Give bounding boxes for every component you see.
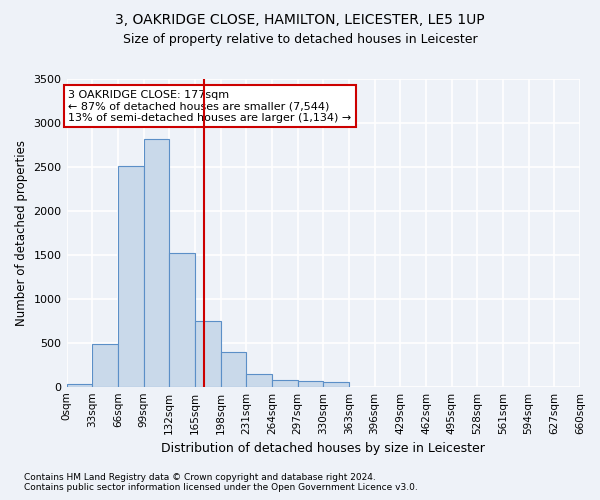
Text: 3 OAKRIDGE CLOSE: 177sqm
← 87% of detached houses are smaller (7,544)
13% of sem: 3 OAKRIDGE CLOSE: 177sqm ← 87% of detach…: [68, 90, 352, 122]
Bar: [221, 352, 246, 386]
Bar: [246, 374, 272, 386]
Bar: [143, 139, 169, 386]
Bar: [169, 253, 195, 386]
Bar: [67, 384, 92, 386]
Y-axis label: Number of detached properties: Number of detached properties: [15, 140, 28, 326]
Bar: [118, 166, 143, 386]
Text: Contains HM Land Registry data © Crown copyright and database right 2024.: Contains HM Land Registry data © Crown c…: [24, 474, 376, 482]
Bar: [195, 320, 221, 386]
Bar: [323, 382, 349, 386]
Text: Size of property relative to detached houses in Leicester: Size of property relative to detached ho…: [122, 32, 478, 46]
Bar: [272, 380, 298, 386]
Bar: [92, 344, 118, 387]
Text: Contains public sector information licensed under the Open Government Licence v3: Contains public sector information licen…: [24, 484, 418, 492]
X-axis label: Distribution of detached houses by size in Leicester: Distribution of detached houses by size …: [161, 442, 485, 455]
Bar: [298, 382, 323, 386]
Text: 3, OAKRIDGE CLOSE, HAMILTON, LEICESTER, LE5 1UP: 3, OAKRIDGE CLOSE, HAMILTON, LEICESTER, …: [115, 12, 485, 26]
